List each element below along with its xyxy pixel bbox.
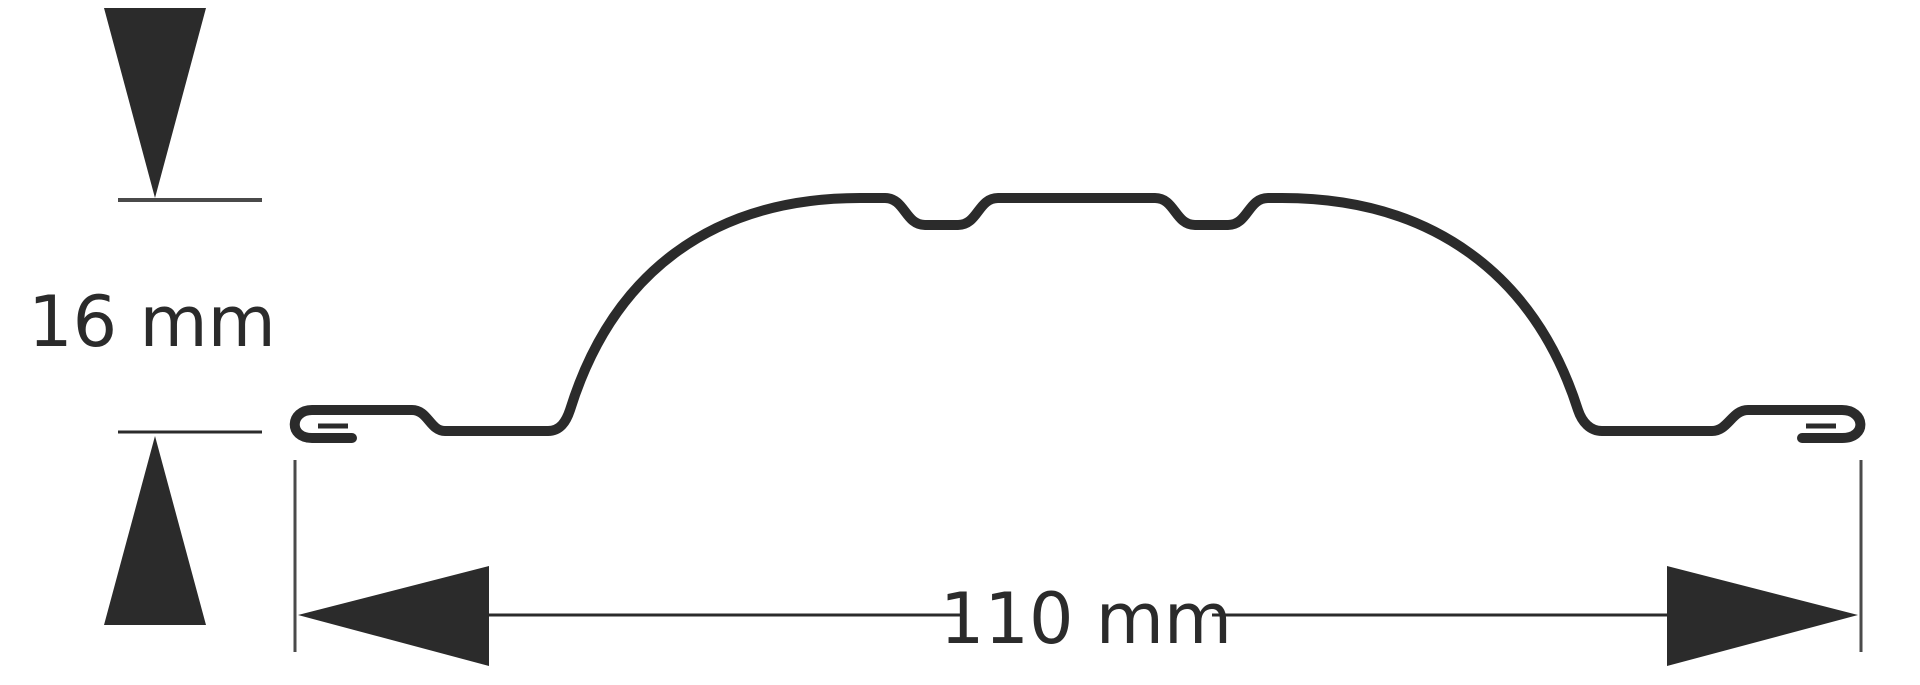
- right-hem-detail: [1806, 423, 1848, 443]
- width-dimension-label: 110 mm: [940, 578, 1232, 660]
- left-hem-detail: [306, 423, 348, 443]
- width-right-arrowhead: [1667, 566, 1858, 666]
- width-left-arrowhead: [298, 566, 489, 666]
- height-dimension-label: 16 mm: [28, 281, 276, 363]
- height-bottom-arrowhead: [104, 436, 206, 625]
- profile-outline: [289, 193, 1866, 443]
- height-top-arrowhead: [104, 8, 206, 198]
